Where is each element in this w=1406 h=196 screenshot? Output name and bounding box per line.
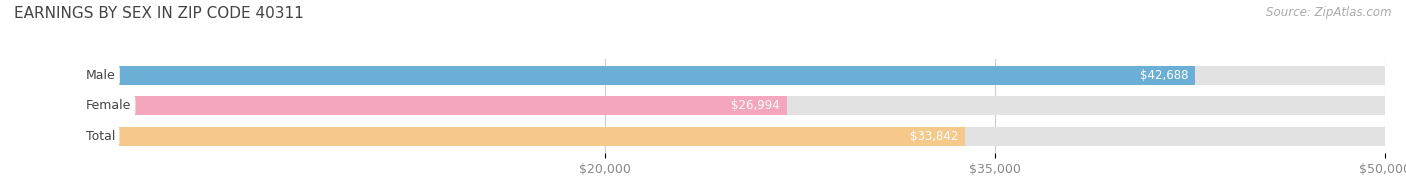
Bar: [84, 96, 786, 115]
Text: $42,688: $42,688: [1140, 69, 1188, 82]
Bar: [84, 127, 1385, 146]
Bar: [84, 66, 1195, 85]
Text: Female: Female: [86, 99, 131, 112]
Bar: [84, 66, 1385, 85]
Text: Total: Total: [86, 130, 115, 143]
Text: $33,842: $33,842: [910, 130, 957, 143]
Text: EARNINGS BY SEX IN ZIP CODE 40311: EARNINGS BY SEX IN ZIP CODE 40311: [14, 6, 304, 21]
Text: $26,994: $26,994: [731, 99, 780, 112]
Bar: [84, 127, 965, 146]
Text: Source: ZipAtlas.com: Source: ZipAtlas.com: [1267, 6, 1392, 19]
Bar: [84, 96, 1385, 115]
Text: Male: Male: [86, 69, 115, 82]
